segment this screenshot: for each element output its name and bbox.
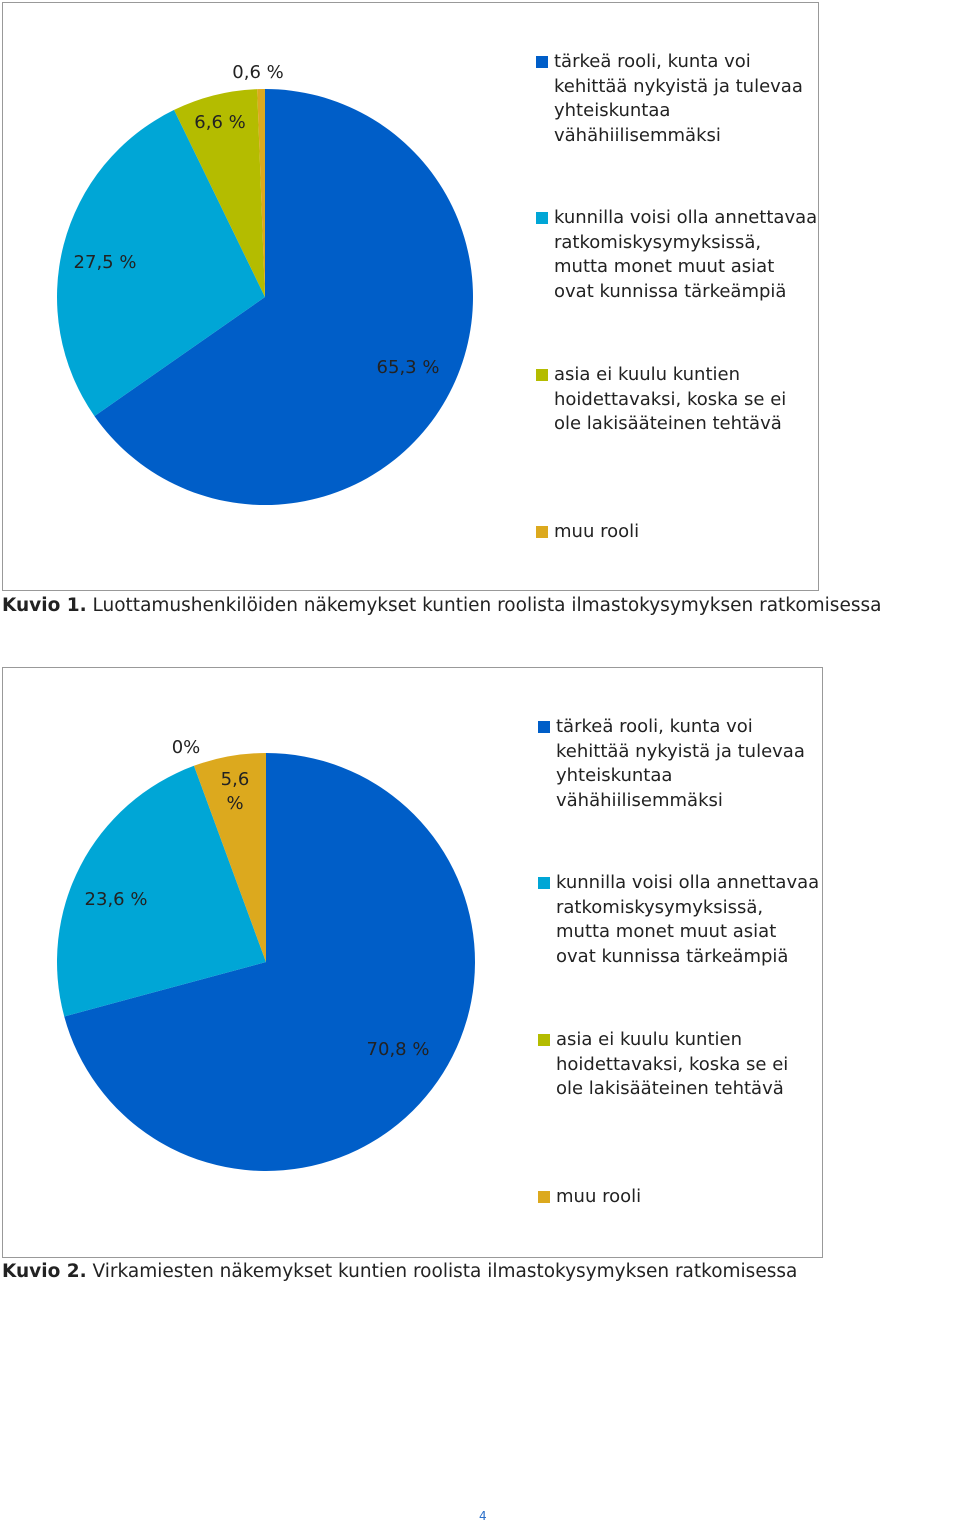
legend-text: asia ei kuulu kuntien hoidettavaksi, kos…: [554, 364, 787, 434]
legend-text: muu rooli: [556, 1186, 642, 1207]
pie-slice: [193, 753, 266, 962]
legend-entry: asia ei kuulu kuntien hoidettavaksi, kos…: [536, 363, 819, 437]
pie-slice: [94, 89, 473, 505]
legend-entry: asia ei kuulu kuntien hoidettavaksi, kos…: [538, 1028, 821, 1102]
pie-slice: [56, 109, 266, 417]
legend-text: asia ei kuulu kuntien hoidettavaksi, kos…: [556, 1029, 789, 1099]
legend-entry: kunnilla voisi olla annettavaa ratkomisk…: [538, 871, 821, 969]
legend-text: kunnilla voisi olla annettavaa ratkomisk…: [556, 872, 820, 967]
page-number: 4: [479, 1509, 487, 1523]
data-label: 65,3 %: [376, 357, 440, 378]
data-label: 6,6 %: [194, 112, 246, 133]
data-label: 0%: [171, 737, 201, 758]
caption-label: Kuvio 2.: [2, 1261, 87, 1282]
caption: Kuvio 1. Luottamushenkilöiden näkemykset…: [2, 595, 881, 616]
legend-swatch: [536, 369, 548, 381]
legend-swatch: [536, 56, 548, 68]
legend-text: kunnilla voisi olla annettavaa ratkomisk…: [554, 207, 818, 302]
data-label: 23,6 %: [84, 889, 148, 910]
legend-swatch: [538, 1191, 550, 1203]
data-label: 27,5 %: [73, 252, 137, 273]
caption-text: Virkamiesten näkemykset kuntien roolista…: [92, 1261, 798, 1282]
legend-swatch: [536, 212, 548, 224]
pie-slice: [57, 765, 266, 1017]
pie-slice: [174, 89, 265, 297]
pie-slice: [64, 753, 476, 1171]
legend-text: muu rooli: [554, 521, 640, 542]
data-label: 70,8 %: [366, 1039, 430, 1060]
legend-entry: tärkeä rooli, kunta voi kehittää nykyist…: [538, 715, 821, 813]
data-label: 5,6 %: [220, 769, 250, 814]
legend-swatch: [536, 526, 548, 538]
legend-entry: kunnilla voisi olla annettavaa ratkomisk…: [536, 206, 819, 304]
caption-label: Kuvio 1.: [2, 595, 87, 616]
pie-slice: [257, 89, 265, 297]
legend-text: tärkeä rooli, kunta voi kehittää nykyist…: [556, 716, 805, 811]
chart-frame: [2, 667, 823, 1258]
legend-entry: muu rooli: [536, 520, 819, 545]
chart-frame: [2, 2, 819, 591]
caption-text: Luottamushenkilöiden näkemykset kuntien …: [92, 595, 882, 616]
data-label: 0,6 %: [232, 62, 284, 83]
legend-entry: tärkeä rooli, kunta voi kehittää nykyist…: [536, 50, 819, 148]
legend-swatch: [538, 721, 550, 733]
legend-swatch: [538, 1034, 550, 1046]
legend-text: tärkeä rooli, kunta voi kehittää nykyist…: [554, 51, 803, 146]
legend-entry: muu rooli: [538, 1185, 821, 1210]
legend-swatch: [538, 877, 550, 889]
caption: Kuvio 2. Virkamiesten näkemykset kuntien…: [2, 1261, 797, 1282]
